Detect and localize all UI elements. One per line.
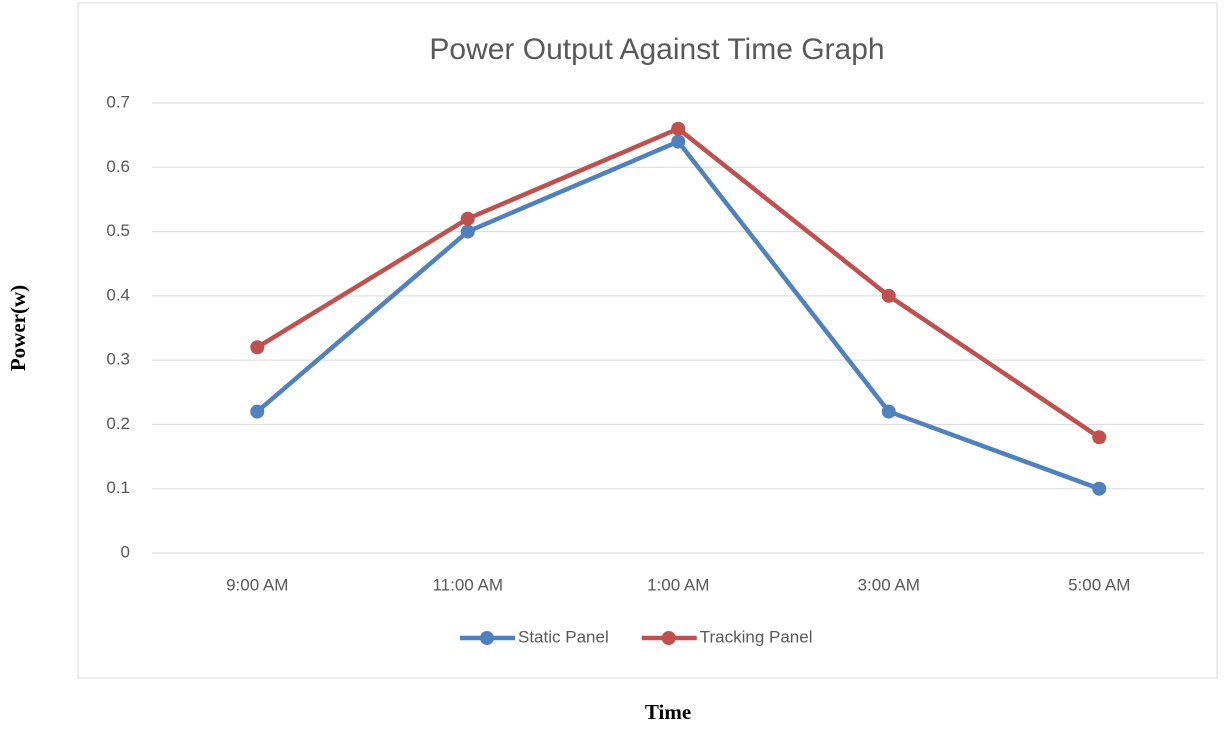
x-tick-label: 3:00 AM xyxy=(858,575,920,594)
point xyxy=(881,404,896,419)
y-tick-label: 0.1 xyxy=(106,478,130,497)
y-tick-label: 0.2 xyxy=(106,414,130,433)
legend-marker xyxy=(480,631,494,645)
x-tick-label: 9:00 AM xyxy=(226,575,288,594)
chart-title: Power Output Against Time Graph xyxy=(429,33,884,66)
x-tick-label: 11:00 AM xyxy=(432,575,503,594)
point xyxy=(881,288,896,303)
x-axis-label: Time xyxy=(645,700,691,724)
y-tick-label: 0.6 xyxy=(106,157,130,176)
y-tick-label: 0.7 xyxy=(106,92,130,111)
legend-label: Static Panel xyxy=(518,627,609,646)
y-axis-label: Power(w) xyxy=(6,285,30,371)
point xyxy=(1092,481,1107,496)
y-tick-label: 0.4 xyxy=(106,285,130,304)
point xyxy=(460,224,475,239)
point xyxy=(671,121,686,136)
point xyxy=(460,211,475,226)
point xyxy=(250,340,265,355)
legend-label: Tracking Panel xyxy=(700,627,813,646)
legend-marker xyxy=(661,631,676,645)
y-tick-label: 0 xyxy=(121,542,130,561)
point xyxy=(671,134,686,149)
point xyxy=(250,404,265,419)
point xyxy=(1092,430,1107,445)
x-tick-label: 5:00 AM xyxy=(1068,575,1130,594)
y-tick-label: 0.5 xyxy=(106,221,130,240)
x-tick-label: 1:00 AM xyxy=(647,575,709,594)
y-tick-label: 0.3 xyxy=(106,350,130,369)
